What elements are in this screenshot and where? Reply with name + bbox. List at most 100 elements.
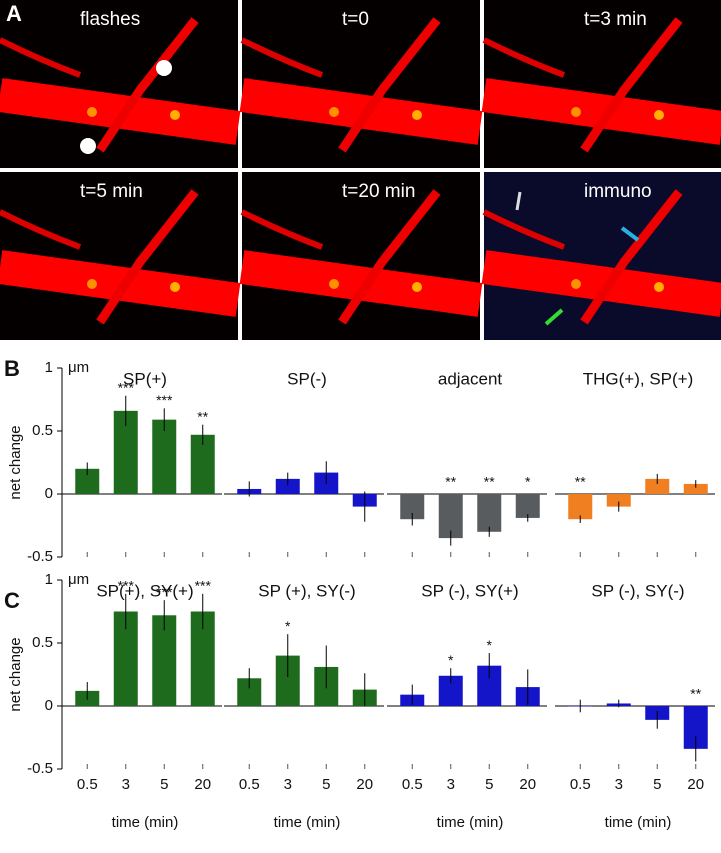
x-tick-label: 5	[160, 776, 168, 793]
spine	[329, 107, 339, 117]
significance: ***	[156, 392, 173, 408]
dendrite-branch	[240, 209, 324, 250]
dendrite-branch	[580, 17, 683, 153]
x-tick-label: 0.5	[239, 776, 260, 793]
significance: ***	[195, 578, 212, 594]
micrographs: flashes t=0 t=3 min t=5 min t=20 min immuno	[0, 0, 721, 346]
bar	[645, 478, 670, 494]
significance: **	[197, 408, 208, 424]
dendrite-branch	[96, 189, 199, 325]
spine	[571, 107, 581, 117]
chart-title: SP(-)	[287, 369, 327, 388]
significance: *	[487, 637, 493, 653]
y-tick-label: 0.5	[32, 422, 53, 439]
significance: ***	[118, 379, 135, 395]
significance: *	[285, 618, 291, 634]
scale-bar	[655, 342, 675, 346]
y-axis-label: net change	[7, 425, 24, 499]
dendrite-branch	[338, 189, 441, 325]
significance: *	[525, 474, 531, 490]
bar	[275, 478, 300, 494]
chart-title: SP (-), SY(+)	[421, 581, 518, 600]
y-tick-label: 1	[45, 359, 53, 376]
significance: **	[690, 686, 701, 702]
image-label: t=0	[342, 9, 369, 30]
spine	[654, 282, 664, 292]
spine	[412, 282, 422, 292]
uncaging-spot	[80, 138, 96, 154]
spine	[170, 110, 180, 120]
significance: **	[484, 474, 495, 490]
image-label: immuno	[584, 181, 652, 202]
dendrite-branch	[0, 209, 82, 250]
x-tick-label: 20	[687, 776, 704, 793]
y-axis-label: net change	[7, 637, 24, 711]
spine	[170, 282, 180, 292]
arrow	[620, 226, 640, 242]
x-tick-label: 3	[447, 776, 455, 793]
spine	[412, 110, 422, 120]
chart-title: SP (+), SY(-)	[258, 581, 355, 600]
x-tick-label: 3	[615, 776, 623, 793]
significance: *	[448, 652, 454, 668]
y-tick-label: 0	[45, 485, 53, 502]
dendrite	[0, 78, 241, 145]
chart-title: SP(+)	[123, 369, 167, 388]
dendrite-branch	[482, 37, 566, 78]
chart-title: SP (-), SY(-)	[591, 581, 684, 600]
dendrite-branch	[96, 17, 199, 153]
arrow	[515, 191, 522, 211]
chart-title: adjacent	[438, 369, 503, 388]
dendrite	[481, 250, 721, 317]
x-axis-label: time (min)	[112, 814, 179, 831]
x-tick-label: 5	[322, 776, 330, 793]
dendrite-branch	[580, 189, 683, 325]
x-tick-label: 20	[356, 776, 373, 793]
dendrite-branch	[0, 37, 82, 78]
image-label: flashes	[80, 9, 140, 30]
y-tick-label: -0.5	[27, 760, 53, 777]
spine	[571, 279, 581, 289]
y-tick-label: 0.5	[32, 634, 53, 651]
dendrite	[481, 78, 721, 145]
x-tick-label: 0.5	[570, 776, 591, 793]
x-tick-label: 5	[653, 776, 661, 793]
x-tick-label: 3	[122, 776, 130, 793]
arrow	[544, 308, 564, 326]
dendrite-branch	[240, 37, 324, 78]
bar	[515, 494, 540, 518]
bar	[152, 419, 177, 494]
image-label: t=20 min	[342, 181, 415, 202]
dendrite	[239, 250, 483, 317]
bar	[477, 494, 502, 532]
dendrite-branch	[338, 17, 441, 153]
significance: **	[445, 474, 456, 490]
chart-title: SP(+), SY(+)	[96, 581, 193, 600]
y-tick-label: 0	[45, 697, 53, 714]
panel-label: A	[6, 1, 22, 26]
y-tick-label: -0.5	[27, 548, 53, 565]
x-axis-label: time (min)	[437, 814, 504, 831]
x-tick-label: 20	[194, 776, 211, 793]
bar	[568, 494, 593, 520]
spine	[654, 110, 664, 120]
x-tick-label: 0.5	[77, 776, 98, 793]
bar	[606, 494, 631, 507]
uncaging-spot	[156, 60, 172, 76]
y-unit: μm	[68, 359, 89, 376]
x-tick-label: 3	[284, 776, 292, 793]
x-axis-label: time (min)	[605, 814, 672, 831]
x-tick-label: 5	[485, 776, 493, 793]
image-label: t=5 min	[80, 181, 143, 202]
x-tick-label: 0.5	[402, 776, 423, 793]
bar	[683, 483, 708, 494]
chart-title: THG(+), SP(+)	[583, 369, 694, 388]
y-unit: μm	[68, 571, 89, 588]
spine	[87, 279, 97, 289]
x-tick-label: 20	[519, 776, 536, 793]
significance: ***	[156, 584, 173, 600]
x-axis-label: time (min)	[274, 814, 341, 831]
spine	[329, 279, 339, 289]
spine	[87, 107, 97, 117]
